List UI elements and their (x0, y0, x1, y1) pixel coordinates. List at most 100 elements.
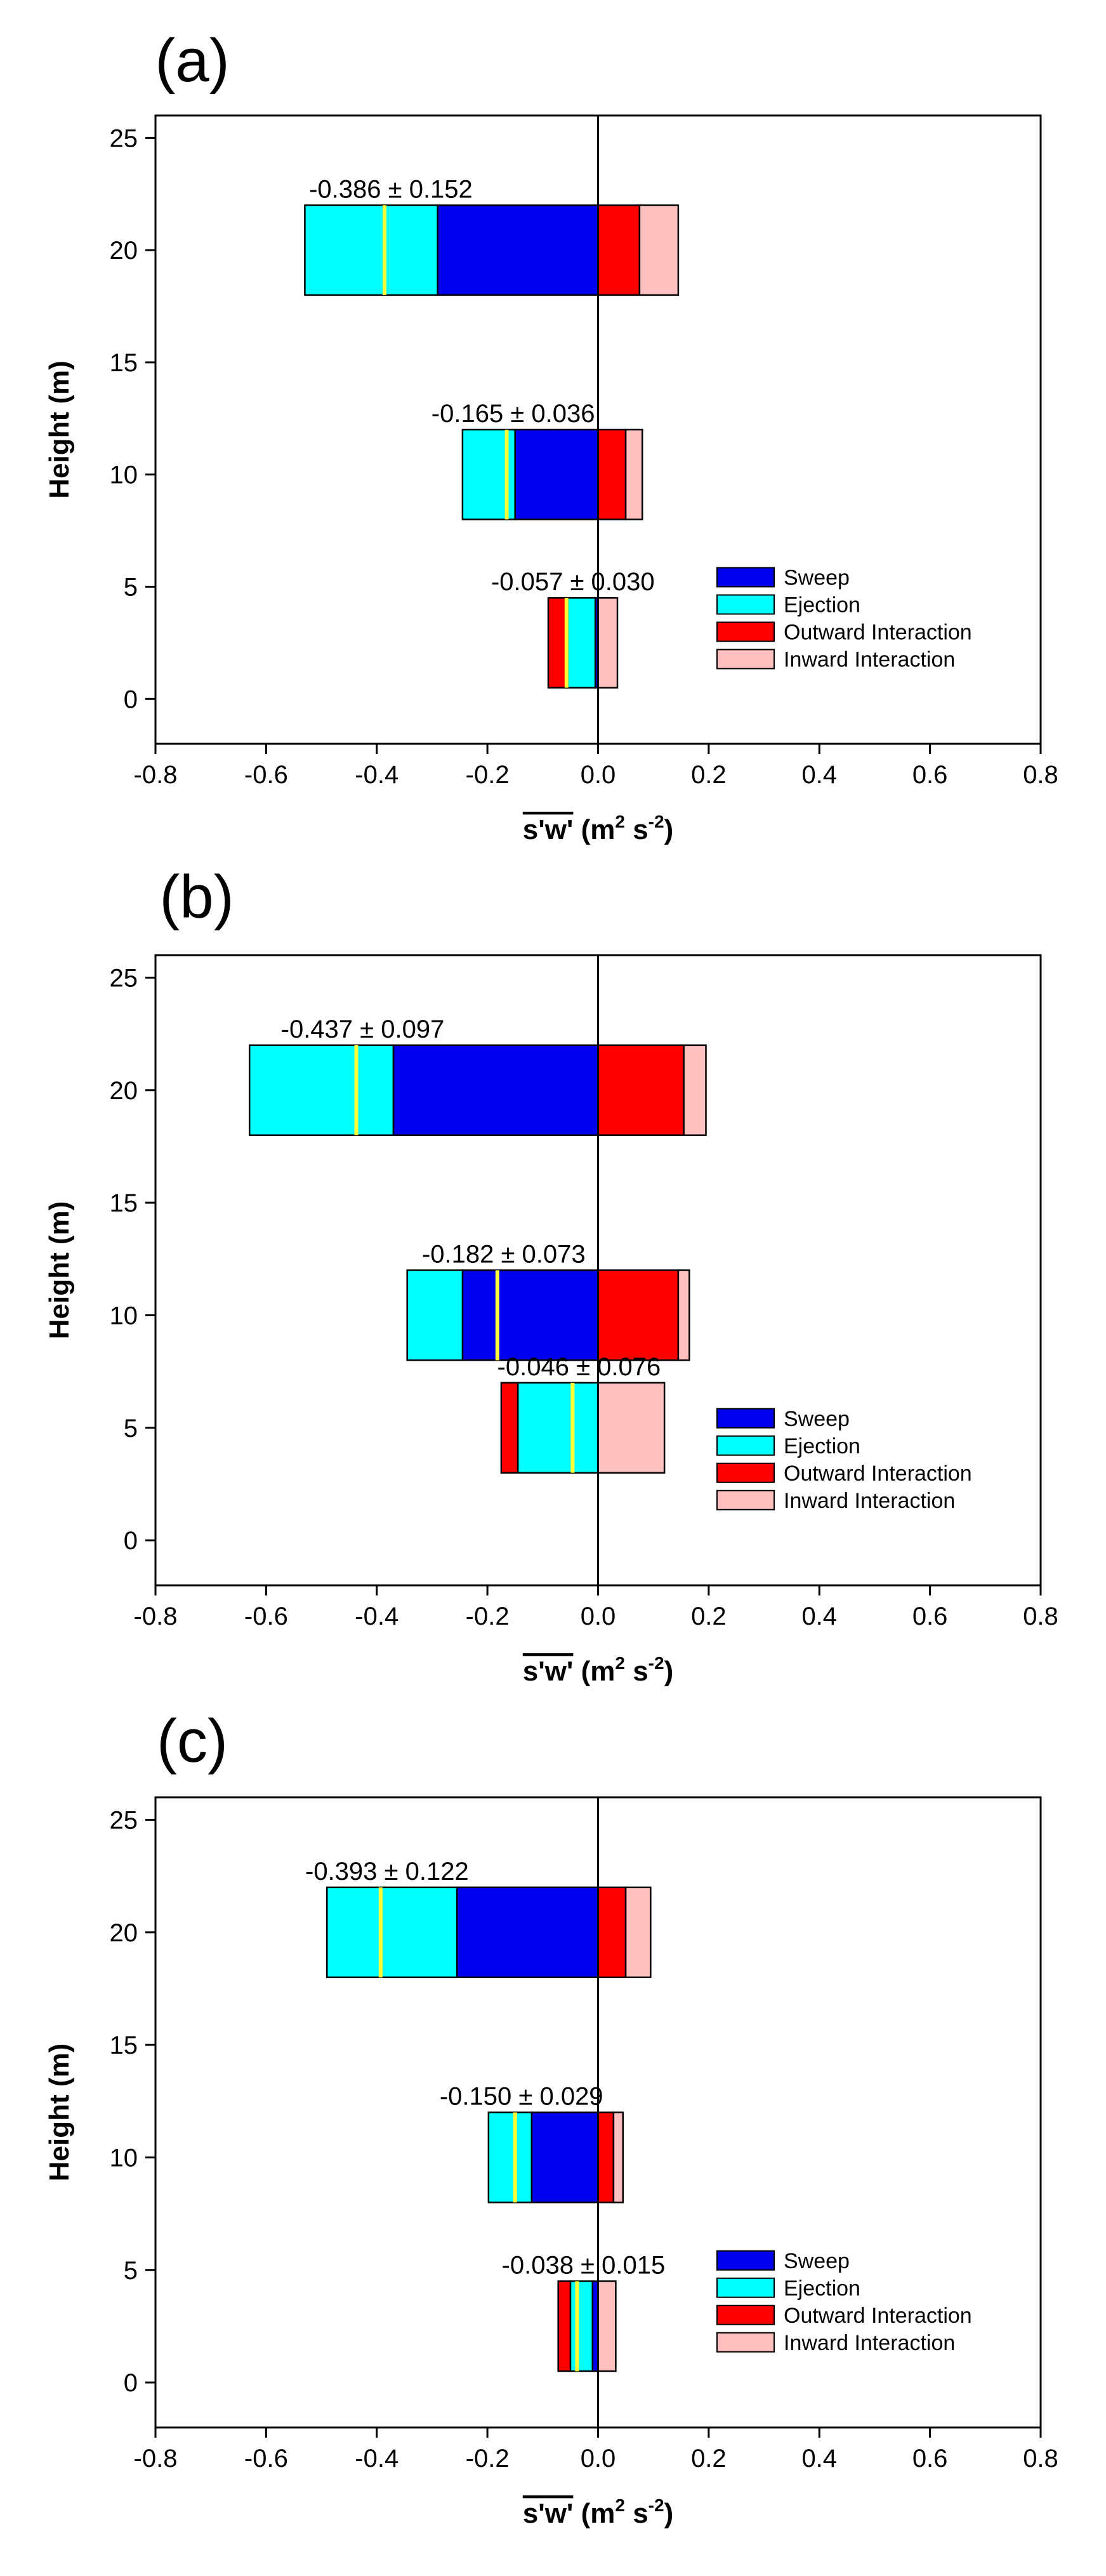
y-tick-label: 20 (110, 1077, 138, 1105)
y-tick-label: 5 (124, 2257, 138, 2285)
y-axis-title: Height (m) (44, 2044, 75, 2182)
x-tick-label: -0.8 (134, 1602, 178, 1630)
x-tick-label: 0.0 (581, 2445, 616, 2473)
legend-swatch (716, 2332, 775, 2353)
x-tick-label: 0.4 (801, 1602, 837, 1630)
y-tick-label: 10 (110, 1302, 138, 1330)
x-axis-title-unit: ) (664, 2498, 674, 2529)
bar-sweep (461, 1269, 599, 1361)
bar-outward-interaction (597, 1269, 680, 1361)
x-tick-label: 0.6 (912, 1602, 948, 1630)
x-axis-title: s'w' (m2 s-2) (523, 2495, 673, 2529)
y-tick-label: 15 (110, 2031, 138, 2059)
bar-value-label: -0.437 ± 0.097 (281, 1015, 445, 1043)
x-tick-label: -0.2 (466, 761, 510, 789)
x-axis-title: s'w' (m2 s-2) (523, 812, 673, 845)
chart-panel-1: (a) -0.8 -0.6 -0.4 -0.2 0.0 0.2 0.4 0.6 0.8 0 5 10 15… (44, 27, 1058, 845)
bar-outward-interaction (597, 1886, 627, 1978)
bar-inward-interaction (597, 597, 619, 689)
bar-ejection (406, 1269, 464, 1361)
bar-ejection (569, 2280, 594, 2372)
legend: Sweep Ejection Outward Interaction Inward I… (716, 566, 972, 672)
bar-value-label: -0.057 ± 0.030 (491, 568, 655, 596)
x-axis-title-unit: s (625, 2498, 648, 2529)
x-tick-label: 0.2 (691, 2445, 727, 2473)
bar-value-label: -0.393 ± 0.122 (305, 1858, 469, 1886)
x-tick-label: 0.4 (801, 2445, 837, 2473)
y-tick-label: 15 (110, 1189, 138, 1217)
legend-swatch (716, 1435, 775, 1456)
bar-inward-interaction (597, 2280, 617, 2372)
x-tick-label: -0.6 (244, 1602, 288, 1630)
x-axis-title-unit: (m (573, 814, 615, 845)
legend-label: Ejection (784, 2276, 860, 2301)
x-tick-label: -0.4 (355, 2445, 398, 2473)
y-tick-label: 0 (124, 1527, 138, 1555)
panel-label: (b) (159, 863, 234, 931)
y-tick-label: 25 (110, 124, 138, 152)
bar-inward-interaction (597, 1382, 666, 1474)
x-axis-title-exp: -2 (648, 812, 664, 831)
legend-swatch (716, 2277, 775, 2298)
bar-ejection (304, 204, 438, 296)
y-axis-title: Height (m) (44, 360, 75, 499)
bar-ejection (487, 2111, 533, 2203)
y-tick-label: 10 (110, 461, 138, 489)
x-tick-label: 0.6 (912, 2445, 948, 2473)
x-tick-label: -0.4 (355, 1602, 398, 1630)
x-tick-label: -0.6 (244, 2445, 288, 2473)
bar-value-label: -0.046 ± 0.076 (497, 1353, 661, 1381)
bar-value-label: -0.165 ± 0.036 (431, 400, 595, 428)
bar-outward-interaction (547, 597, 569, 689)
bar-outward-interaction (597, 2111, 615, 2203)
bar-sweep (514, 428, 599, 520)
legend-label: Inward Interaction (784, 2331, 955, 2355)
bar-ejection (517, 1382, 599, 1474)
bar-outward-interaction (500, 1382, 519, 1474)
legend-swatch (716, 1462, 775, 1483)
x-axis-title-unit: (m (573, 1656, 615, 1687)
x-tick-label: -0.2 (466, 1602, 510, 1630)
bar-inward-interaction (638, 204, 680, 296)
legend-label: Sweep (784, 1407, 850, 1431)
legend-label: Outward Interaction (784, 2304, 972, 2328)
legend-label: Sweep (784, 566, 850, 590)
y-tick-label: 5 (124, 574, 138, 602)
panel-label: (a) (155, 27, 229, 95)
x-axis-title-unit: ) (664, 814, 674, 845)
legend-label: Inward Interaction (784, 648, 955, 672)
y-tick-label: 25 (110, 1806, 138, 1834)
legend-swatch (716, 1489, 775, 1510)
x-axis-title-unit: (m (573, 2498, 615, 2529)
x-axis-title-main: s'w' (523, 814, 574, 845)
y-tick-label: 20 (110, 237, 138, 265)
bar-inward-interaction (624, 1886, 652, 1978)
legend-label: Ejection (784, 1434, 860, 1458)
bar-sweep (456, 1886, 599, 1978)
y-tick-label: 0 (124, 685, 138, 713)
legend-label: Sweep (784, 2249, 850, 2273)
legend-label: Ejection (784, 593, 860, 618)
x-tick-label: 0.0 (581, 761, 616, 789)
bar-inward-interaction (677, 1269, 690, 1361)
legend-label: Outward Interaction (784, 1462, 972, 1486)
x-axis-title-main: s'w' (523, 2498, 574, 2529)
bar-sweep (437, 204, 599, 296)
x-tick-label: 0.8 (1023, 2445, 1058, 2473)
x-axis-title-unit: ) (664, 1656, 674, 1687)
x-tick-label: 0.0 (581, 1602, 616, 1630)
legend-swatch (716, 2250, 775, 2271)
bar-value-label: -0.150 ± 0.029 (440, 2083, 603, 2111)
x-tick-label: 0.8 (1023, 1602, 1058, 1630)
legend-swatch (716, 567, 775, 588)
bar-inward-interaction (683, 1044, 707, 1136)
x-tick-label: 0.8 (1023, 761, 1058, 789)
x-tick-label: 0.2 (691, 1602, 727, 1630)
x-axis-title-exp: 2 (615, 2495, 625, 2515)
x-axis-title-exp: 2 (615, 1653, 625, 1673)
y-axis-title: Height (m) (44, 1201, 75, 1340)
x-tick-label: 0.4 (801, 761, 837, 789)
bar-outward-interaction (597, 428, 627, 520)
x-axis-title-exp: 2 (615, 812, 625, 831)
